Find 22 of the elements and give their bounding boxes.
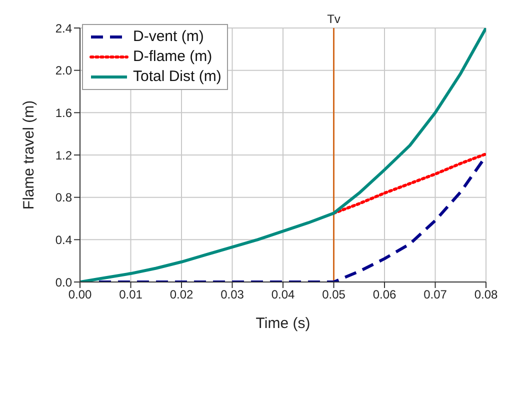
x-tick-label: 0.08 xyxy=(474,288,498,302)
y-axis-title: Flame travel (m) xyxy=(20,100,38,210)
y-tick-label: 2.0 xyxy=(55,64,72,78)
y-tick-label: 1.6 xyxy=(55,106,72,120)
x-tick-label: 0.05 xyxy=(322,288,346,302)
x-tick-label: 0.02 xyxy=(170,288,194,302)
legend-label: Total Dist (m) xyxy=(133,67,222,87)
ref-line-label: Tv xyxy=(327,12,340,26)
y-tick-label: 1.2 xyxy=(55,148,72,162)
legend-label: D-flame (m) xyxy=(133,47,212,67)
x-tick-label: 0.07 xyxy=(424,288,448,302)
x-axis-title: Time (s) xyxy=(256,315,310,332)
legend-label: D-vent (m) xyxy=(133,27,204,47)
y-tick-label: 2.4 xyxy=(55,21,72,36)
x-tick-label: 0.00 xyxy=(68,288,92,302)
x-tick-label: 0.04 xyxy=(271,288,295,302)
y-tick-label: 0.0 xyxy=(55,275,72,290)
x-tick-label: 0.06 xyxy=(372,288,396,302)
y-tick-label: 0.8 xyxy=(55,190,72,205)
y-tick-label: 0.4 xyxy=(55,232,72,247)
x-tick-label: 0.03 xyxy=(220,288,244,302)
x-tick-label: 0.01 xyxy=(119,288,143,302)
